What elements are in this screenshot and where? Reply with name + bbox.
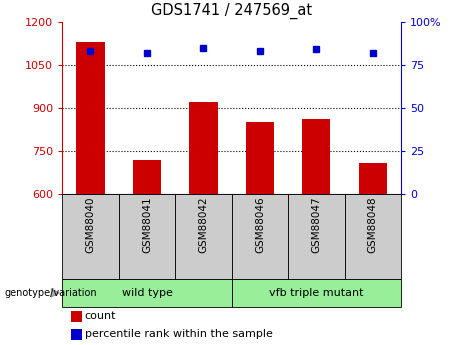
Title: GDS1741 / 247569_at: GDS1741 / 247569_at [151,3,312,19]
Bar [175,194,231,279]
Bar [231,279,401,307]
Bar [62,279,231,307]
Text: genotype/variation: genotype/variation [5,288,97,298]
Bar [288,194,344,279]
Bar [231,194,288,279]
Bar [246,122,274,194]
Text: GSM88040: GSM88040 [85,197,95,253]
Text: GSM88048: GSM88048 [368,197,378,253]
Text: vfb triple mutant: vfb triple mutant [269,288,364,298]
Text: wild type: wild type [122,288,172,298]
Bar [189,102,218,194]
Text: percentile rank within the sample: percentile rank within the sample [85,329,273,339]
Text: GSM88047: GSM88047 [311,197,321,253]
Bar [359,162,387,194]
Polygon shape [51,288,59,297]
Bar [344,194,401,279]
Bar [302,119,331,194]
Text: GSM88041: GSM88041 [142,197,152,253]
Bar [118,194,175,279]
Bar [133,160,161,194]
Bar [62,194,118,279]
Text: GSM88046: GSM88046 [255,197,265,253]
Text: GSM88042: GSM88042 [198,197,208,253]
Bar [77,42,105,194]
Text: count: count [85,311,116,321]
